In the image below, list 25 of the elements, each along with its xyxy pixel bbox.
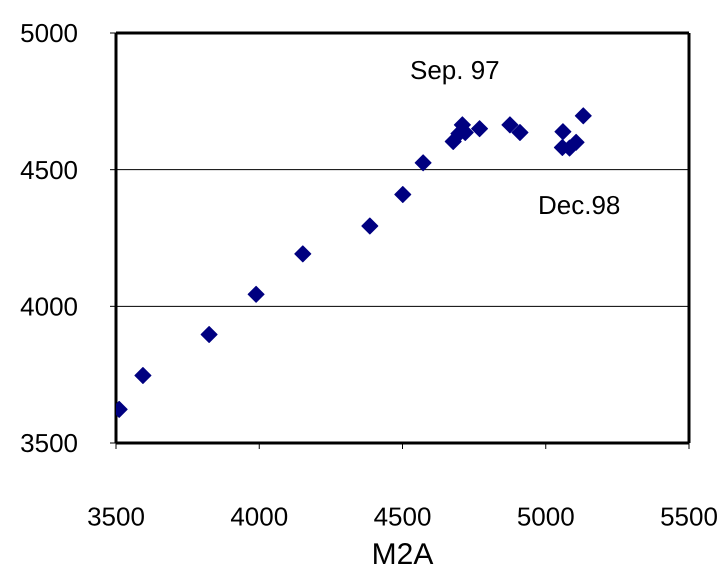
- y-tick-label: 5000: [20, 18, 78, 48]
- point: [554, 123, 572, 140]
- x-tick-label: 3500: [87, 501, 145, 532]
- point: [248, 286, 265, 303]
- point: [361, 217, 378, 234]
- point: [294, 245, 312, 262]
- x-tick-label: 5500: [660, 501, 718, 532]
- point: [568, 134, 585, 151]
- point: [134, 366, 152, 384]
- x-axis-title: M2A: [372, 538, 434, 568]
- y-tick-label: 4500: [20, 154, 78, 185]
- y-tick-label: 3500: [20, 428, 78, 458]
- point: [511, 124, 528, 141]
- y-tick-label: 4000: [20, 292, 78, 322]
- point: [501, 116, 518, 134]
- point: [394, 186, 412, 204]
- point: [200, 326, 218, 343]
- annotation: Dec.98: [538, 190, 620, 221]
- point: [471, 120, 488, 138]
- point: [574, 107, 592, 124]
- x-tick-label: 4000: [230, 501, 288, 532]
- point: [414, 154, 432, 172]
- x-tick-label: 5000: [516, 501, 575, 532]
- annotation: Sep. 97: [410, 55, 500, 86]
- x-tick-label: 4500: [374, 501, 432, 532]
